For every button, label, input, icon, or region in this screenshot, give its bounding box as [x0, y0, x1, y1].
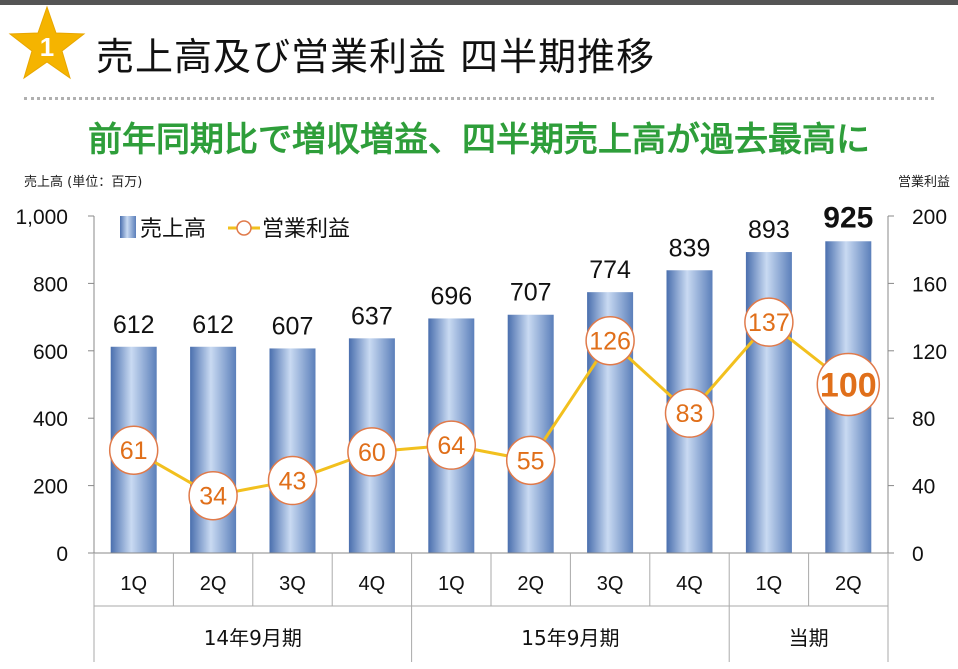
- star-shape: [8, 5, 86, 80]
- right-tick-label: 160: [912, 273, 947, 296]
- category-label: 1Q: [438, 573, 465, 595]
- left-tick-label: 0: [56, 543, 68, 566]
- headline-subtitle: 前年同期比で増収増益、四半期売上高が過去最高に: [88, 120, 870, 160]
- top-bar: [0, 0, 958, 5]
- profit-marker-label: 137: [748, 309, 790, 337]
- profit-marker-label: 64: [437, 432, 465, 460]
- category-label: 4Q: [676, 573, 703, 595]
- page-title: 売上高及び営業利益 四半期推移: [96, 35, 656, 79]
- revenue-bar: [745, 252, 792, 553]
- revenue-bar-label: 707: [510, 279, 552, 307]
- profit-marker-label: 100: [820, 367, 877, 405]
- group-label: 当期: [789, 626, 829, 650]
- revenue-bar-label: 893: [748, 216, 790, 244]
- revenue-bar-label: 774: [589, 256, 631, 284]
- left-tick-label: 200: [33, 476, 68, 499]
- left-axis-title: 売上高 (単位：百万): [24, 174, 142, 190]
- profit-marker-label: 60: [358, 439, 386, 467]
- profit-marker-label: 83: [676, 400, 704, 428]
- right-axis-title: 営業利益: [898, 174, 950, 190]
- left-tick-label: 1,000: [15, 206, 68, 229]
- category-label: 2Q: [517, 573, 544, 595]
- group-label: 14年9月期: [204, 626, 302, 650]
- left-tick-label: 400: [33, 408, 68, 431]
- category-axis: 1Q 2Q 3Q 4Q 1Q 2Q 3Q 4Q 1Q 2Q 14年9月期 15年9月期 当期: [93, 552, 889, 662]
- profit-markers: 61 34 43 60 64 55 126 83 137 100: [108, 297, 881, 521]
- profit-marker: [664, 388, 715, 438]
- profit-marker-label: 61: [120, 437, 148, 465]
- category-label: 2Q: [200, 573, 227, 595]
- profit-marker: [816, 352, 881, 417]
- legend-bar-label: 売上高: [140, 217, 206, 242]
- legend-bar-swatch: [120, 216, 136, 238]
- right-tick-label: 200: [912, 206, 947, 229]
- right-tick-label: 120: [912, 341, 947, 364]
- right-tick-label: 40: [912, 476, 935, 499]
- revenue-bar-label: 925: [823, 201, 873, 234]
- profit-line-path: [132, 320, 850, 498]
- category-label: 1Q: [756, 573, 783, 595]
- profit-marker-label: 126: [589, 328, 631, 356]
- revenue-bar-label: 637: [351, 302, 393, 330]
- category-label: 1Q: [120, 573, 147, 595]
- profit-marker-label: 34: [199, 483, 227, 511]
- badge-number: 1: [40, 32, 54, 62]
- revenue-bar-label: 612: [113, 311, 155, 339]
- category-label: 3Q: [597, 573, 624, 595]
- profit-marker: [108, 425, 159, 475]
- revenue-bar-label: 839: [669, 234, 711, 262]
- revenue-bar-label: 607: [272, 312, 314, 340]
- group-label: 15年9月期: [521, 626, 619, 650]
- left-tick-label: 600: [33, 341, 68, 364]
- revenue-bar: [507, 314, 554, 553]
- axes: 0 200 400 600 800 1,000 0 40 80 120 160 200: [15, 206, 947, 566]
- profit-marker-label: 43: [279, 468, 307, 496]
- bar-labels: 612 612 607 637 696 707 774 839 893 925: [113, 201, 873, 340]
- dotted-divider: [24, 97, 934, 100]
- profit-marker: [505, 435, 556, 486]
- legend-line-marker: [236, 220, 252, 236]
- revenue-bar: [190, 346, 237, 553]
- profit-marker-label: 55: [517, 447, 545, 475]
- profit-marker: [347, 427, 397, 477]
- revenue-bar-label: 612: [192, 311, 234, 339]
- profit-marker: [188, 470, 238, 521]
- star-badge-icon: 1: [8, 5, 86, 80]
- profit-marker: [267, 455, 318, 506]
- revenue-bar-label: 696: [430, 282, 472, 310]
- profit-line: [132, 320, 850, 498]
- right-tick-label: 80: [912, 408, 935, 431]
- profit-marker: [426, 420, 477, 470]
- revenue-bar: [269, 348, 316, 553]
- profit-marker: [585, 315, 635, 366]
- right-tick-label: 0: [912, 543, 924, 566]
- profit-marker: [744, 297, 794, 347]
- category-label: 2Q: [835, 573, 862, 595]
- left-tick-label: 800: [33, 273, 68, 296]
- category-label: 4Q: [359, 573, 386, 595]
- legend-line-label: 営業利益: [262, 217, 350, 242]
- category-label: 3Q: [279, 573, 306, 595]
- legend: 売上高 営業利益: [120, 216, 350, 242]
